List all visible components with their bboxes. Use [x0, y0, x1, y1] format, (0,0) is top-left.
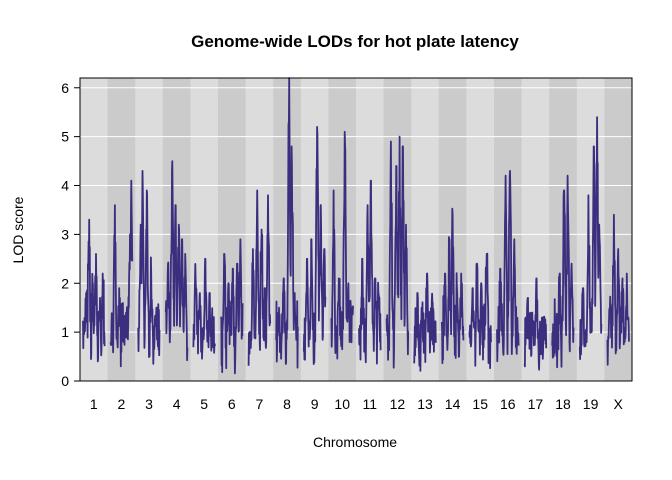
- lod-line-chr-2: [109, 179, 134, 368]
- x-tick-label-6: 6: [228, 396, 236, 412]
- lod-line-chr-15: [468, 252, 492, 370]
- x-axis-label: Chromosome: [313, 434, 397, 450]
- lod-line-chr-14: [440, 207, 465, 365]
- lod-line-chr-4: [164, 160, 189, 362]
- x-tick-label-12: 12: [390, 396, 406, 412]
- lod-line-chr-19: [578, 116, 603, 361]
- x-tick-label-17: 17: [528, 396, 544, 412]
- y-tick-label: 1: [61, 324, 69, 340]
- x-tick-label-1: 1: [90, 396, 98, 412]
- y-tick-label: 0: [61, 373, 69, 389]
- lod-line-chr-3: [137, 170, 161, 365]
- chromosome-bands: [80, 78, 633, 381]
- x-tick-label-2: 2: [118, 396, 126, 412]
- x-tick-label-X: X: [614, 396, 624, 412]
- x-tick-label-18: 18: [555, 396, 571, 412]
- plot-frame: [79, 77, 633, 382]
- x-tick-label-13: 13: [417, 396, 433, 412]
- lod-line-chr-18: [551, 174, 575, 369]
- y-tick-label: 5: [61, 129, 69, 145]
- x-tick-label-14: 14: [445, 396, 461, 412]
- lod-line-chr-17: [523, 277, 548, 371]
- lod-line-chr-10: [330, 130, 354, 360]
- x-tick-label-10: 10: [334, 396, 350, 412]
- lod-line-chr-8: [275, 77, 299, 369]
- lod-line-chr-12: [385, 135, 410, 369]
- x-tick-label-5: 5: [200, 396, 208, 412]
- x-axis-tick-labels: 1 2 3 4 5 6 7 8 9 10 11 12 13 14 15 16 17 18 19 X: [90, 396, 624, 412]
- lod-line-chr-16: [496, 170, 520, 363]
- lod-line-chr-9: [302, 126, 327, 365]
- x-tick-label-3: 3: [145, 396, 153, 412]
- x-tick-label-15: 15: [472, 396, 488, 412]
- lod-line-chr-X: [606, 213, 630, 366]
- x-tick-label-19: 19: [583, 396, 599, 412]
- x-tick-label-11: 11: [363, 396, 378, 412]
- x-tick-label-7: 7: [256, 396, 264, 412]
- lod-series: [82, 77, 630, 375]
- x-tick-label-16: 16: [500, 396, 516, 412]
- lod-line-chr-5: [192, 257, 216, 360]
- x-tick-label-8: 8: [283, 396, 291, 412]
- y-tick-label: 2: [61, 275, 69, 291]
- y-tick-label: 6: [61, 80, 69, 96]
- x-tick-label-9: 9: [311, 396, 319, 412]
- lod-line-chr-6: [220, 238, 244, 375]
- x-tick-label-4: 4: [173, 396, 181, 412]
- lod-line-chr-1: [82, 218, 106, 363]
- y-tick-label: 4: [61, 178, 69, 194]
- y-axis: 0 1 2 3 4 5 6: [61, 80, 80, 389]
- lod-line-chr-11: [358, 179, 382, 365]
- y-tick-label: 3: [61, 226, 69, 242]
- y-axis-label: LOD score: [10, 196, 26, 263]
- lod-line-chr-13: [413, 272, 437, 372]
- lod-line-chr-7: [247, 189, 272, 366]
- chart-title: Genome-wide LODs for hot plate latency: [191, 32, 519, 51]
